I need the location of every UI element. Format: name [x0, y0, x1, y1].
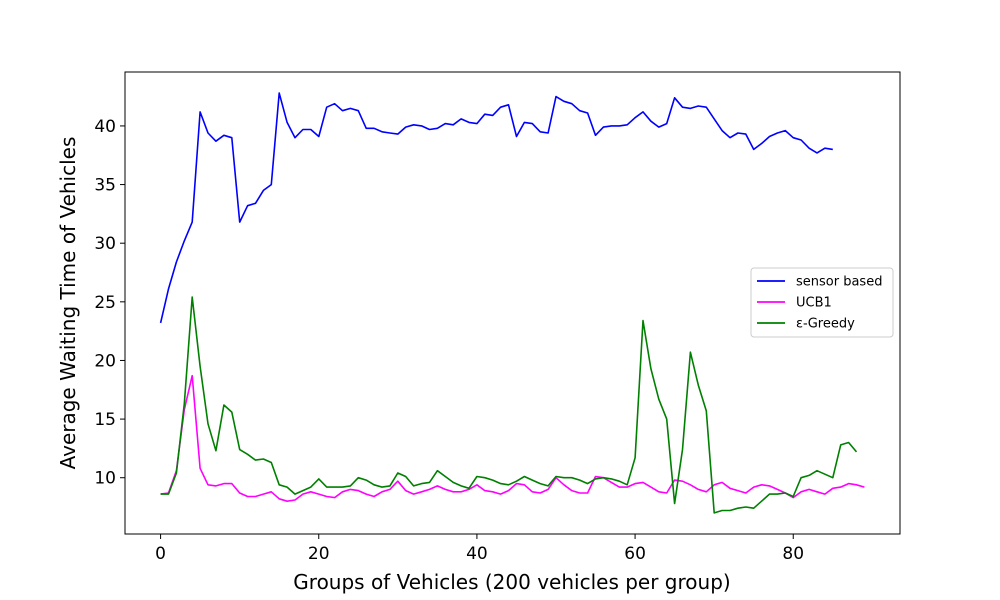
legend: sensor based UCB1 ε-Greedy	[750, 267, 894, 338]
legend-label: ε-Greedy	[796, 317, 855, 332]
y-tick-label: 15	[94, 410, 116, 430]
series-line-ucb1	[160, 374, 865, 503]
series-line-greedy	[160, 296, 858, 514]
y-axis-ticks: 10 15 20 25 30 35 40	[94, 117, 125, 489]
y-tick-label: 40	[94, 117, 116, 137]
series-layer	[159, 92, 865, 514]
x-axis-ticks: 0 20 40 60 80	[155, 534, 804, 564]
y-tick-label: 30	[94, 234, 116, 254]
x-tick-label: 0	[155, 544, 166, 564]
y-tick-label: 10	[94, 469, 116, 489]
y-tick-label: 20	[94, 351, 116, 371]
legend-box	[750, 267, 894, 338]
y-axis-label: Average Waiting Time of Vehicles	[56, 137, 80, 470]
y-tick-label: 35	[94, 176, 116, 196]
x-tick-label: 20	[308, 544, 330, 564]
x-tick-label: 80	[782, 544, 804, 564]
legend-label: sensor based	[796, 275, 882, 290]
x-tick-label: 40	[466, 544, 488, 564]
x-tick-label: 60	[624, 544, 646, 564]
series-line-sensor-based	[159, 92, 833, 324]
legend-label: UCB1	[796, 296, 832, 311]
y-tick-label: 25	[94, 293, 116, 313]
plot-frame	[124, 71, 901, 535]
x-axis-label: Groups of Vehicles (200 vehicles per gro…	[293, 570, 730, 594]
